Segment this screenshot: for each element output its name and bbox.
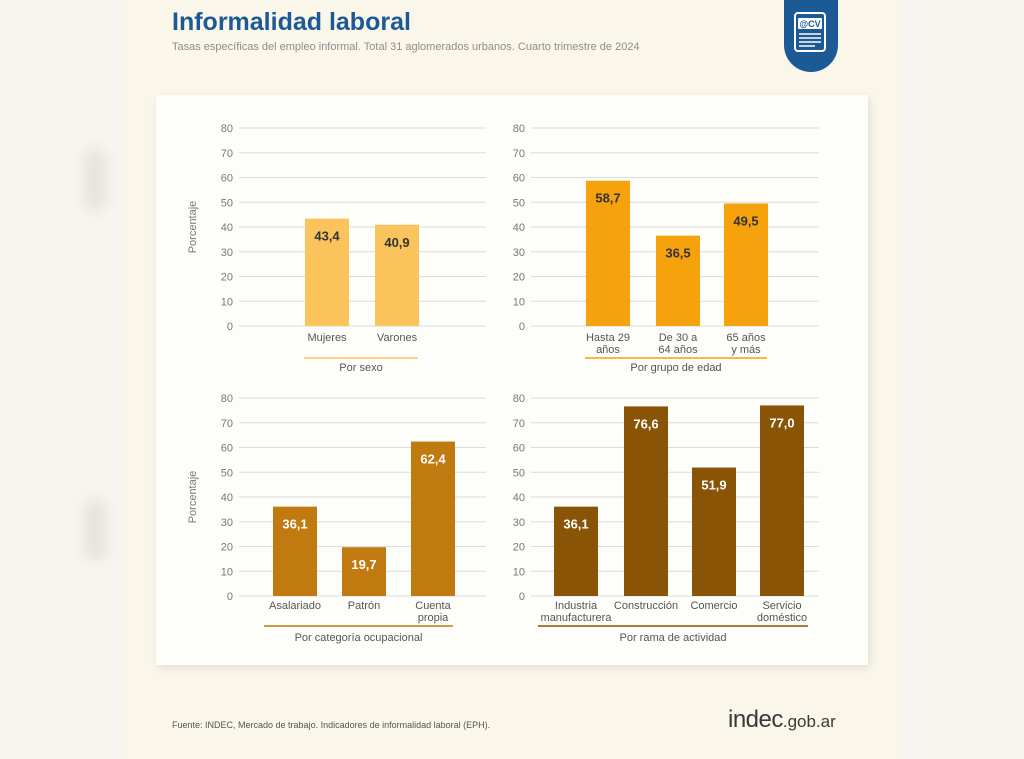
- group-label: Por rama de actividad: [620, 632, 727, 644]
- y-tick-label: 70: [513, 418, 525, 430]
- category-label: años: [596, 344, 620, 356]
- cv-badge[interactable]: @CV: [784, 0, 838, 72]
- page-subtitle: Tasas específicas del empleo informal. T…: [172, 41, 640, 53]
- bar-value-label: 58,7: [595, 191, 620, 206]
- y-tick-label: 30: [221, 247, 233, 259]
- y-tick-label: 80: [513, 393, 525, 405]
- bar-value-label: 36,1: [563, 517, 588, 532]
- category-label: Construcción: [614, 600, 678, 612]
- logo-domain: .gob.ar: [782, 712, 836, 731]
- bar-value-label: 49,5: [733, 213, 758, 228]
- y-tick-label: 50: [221, 197, 233, 209]
- bar[interactable]: [760, 405, 804, 596]
- category-label: Hasta 29: [586, 332, 630, 344]
- category-label: 65 años: [726, 332, 766, 344]
- bar[interactable]: [305, 218, 349, 326]
- left-margin: [0, 0, 125, 759]
- category-label: Varones: [377, 332, 418, 344]
- y-tick-label: 10: [221, 296, 233, 308]
- category-label: Asalariado: [269, 600, 321, 612]
- y-tick-label: 50: [221, 467, 233, 479]
- bar-value-label: 36,1: [282, 517, 307, 532]
- bar-value-label: 36,5: [665, 246, 690, 261]
- bar-value-label: 40,9: [384, 235, 409, 250]
- y-tick-label: 40: [221, 492, 233, 504]
- y-tick-label: 60: [221, 173, 233, 185]
- charts-panel: 0 10 20 30 40 50 60 70 80 Porcentaje 43,4 Mujeres 40…: [156, 95, 868, 665]
- y-tick-label: 70: [513, 148, 525, 160]
- bar[interactable]: [375, 224, 419, 326]
- y-tick-label: 30: [513, 247, 525, 259]
- source-note: Fuente: INDEC, Mercado de trabajo. Indic…: [172, 720, 491, 730]
- y-axis-title: Porcentaje: [187, 471, 199, 524]
- bar[interactable]: [624, 406, 668, 596]
- y-tick-label: 40: [221, 222, 233, 234]
- bar-value-label: 19,7: [351, 557, 376, 572]
- bar-value-label: 51,9: [701, 478, 726, 493]
- y-tick-label: 20: [513, 542, 525, 554]
- bar-value-label: 76,6: [633, 416, 658, 431]
- y-tick-label: 70: [221, 418, 233, 430]
- category-label: Servicio: [762, 600, 801, 612]
- y-tick-label: 30: [513, 517, 525, 529]
- group-label: Por sexo: [339, 362, 382, 374]
- y-tick-label: 20: [513, 272, 525, 284]
- y-tick-label: 50: [513, 467, 525, 479]
- y-tick-label: 0: [227, 321, 233, 333]
- y-tick-label: 20: [221, 272, 233, 284]
- y-tick-label: 60: [221, 443, 233, 455]
- bar-value-label: 77,0: [769, 415, 794, 430]
- charts-canvas: 0 10 20 30 40 50 60 70 80 Porcentaje 43,4 Mujeres 40…: [187, 123, 819, 644]
- right-margin: [899, 0, 1024, 759]
- category-label: manufacturera: [541, 612, 613, 624]
- y-tick-label: 80: [513, 123, 525, 135]
- bar[interactable]: [656, 235, 700, 326]
- y-tick-label: 40: [513, 492, 525, 504]
- background-blur: [84, 150, 106, 210]
- bar[interactable]: [342, 547, 386, 596]
- y-tick-label: 70: [221, 148, 233, 160]
- y-tick-label: 50: [513, 197, 525, 209]
- group-label: Por grupo de edad: [630, 362, 721, 374]
- indec-logo[interactable]: indec.gob.ar: [728, 706, 836, 734]
- y-tick-label: 60: [513, 443, 525, 455]
- y-tick-label: 60: [513, 173, 525, 185]
- background-blur: [84, 500, 106, 560]
- category-label: propia: [418, 612, 449, 624]
- category-label: Comercio: [690, 600, 737, 612]
- bar-value-label: 43,4: [314, 229, 340, 244]
- category-label: De 30 a: [659, 332, 698, 344]
- logo-main: indec: [728, 706, 783, 733]
- bar[interactable]: [724, 203, 768, 326]
- category-label: Industria: [555, 600, 598, 612]
- y-tick-label: 40: [513, 222, 525, 234]
- y-tick-label: 10: [221, 566, 233, 578]
- category-label: y más: [731, 344, 761, 356]
- category-label: Mujeres: [307, 332, 347, 344]
- y-tick-label: 80: [221, 393, 233, 405]
- category-label: Cuenta: [415, 600, 451, 612]
- page-title: Informalidad laboral: [172, 8, 411, 36]
- y-tick-label: 10: [513, 566, 525, 578]
- y-tick-label: 20: [221, 542, 233, 554]
- y-tick-label: 10: [513, 296, 525, 308]
- y-tick-label: 0: [227, 591, 233, 603]
- bar[interactable]: [411, 441, 455, 596]
- category-label: Patrón: [348, 600, 380, 612]
- y-tick-label: 0: [519, 321, 525, 333]
- bar[interactable]: [692, 467, 736, 596]
- cv-document-icon: @CV: [794, 12, 826, 52]
- y-tick-label: 80: [221, 123, 233, 135]
- badge-text: @CV: [799, 19, 820, 29]
- group-label: Por categoría ocupacional: [295, 632, 423, 644]
- bar[interactable]: [273, 506, 317, 596]
- bar[interactable]: [554, 506, 598, 596]
- y-tick-label: 0: [519, 591, 525, 603]
- bar[interactable]: [586, 180, 630, 326]
- category-label: 64 años: [658, 344, 698, 356]
- y-tick-label: 30: [221, 517, 233, 529]
- category-label: doméstico: [757, 612, 807, 624]
- y-axis-title: Porcentaje: [187, 201, 199, 254]
- bar-value-label: 62,4: [420, 452, 446, 467]
